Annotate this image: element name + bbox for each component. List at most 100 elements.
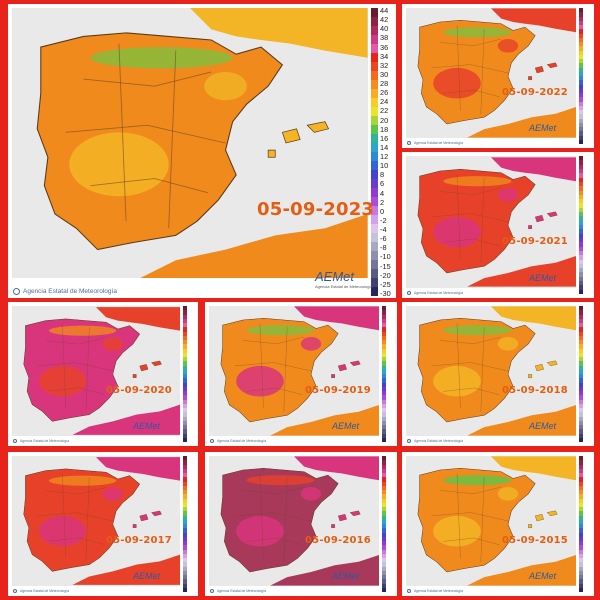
scale-swatch [579, 199, 583, 204]
scale-swatch [382, 403, 386, 408]
scale-swatch [382, 361, 386, 366]
province-border [443, 537, 500, 546]
scale-swatch [371, 53, 378, 62]
scale-swatch [579, 318, 583, 323]
temperature-map-2020 [12, 306, 180, 436]
scale-swatch [382, 485, 386, 490]
scale-swatch [382, 515, 386, 520]
scale-swatch [183, 365, 187, 370]
france-region [294, 456, 379, 481]
scale-swatch [579, 186, 583, 191]
province-border [242, 336, 305, 345]
scale-swatch [579, 242, 583, 247]
scale-swatch [579, 220, 583, 225]
scale-swatch [579, 566, 583, 571]
scale-swatch [579, 562, 583, 567]
aemet-logo-text: AEMet [332, 421, 360, 431]
scale-swatch [382, 545, 386, 550]
scale-swatch [371, 125, 378, 134]
scale-swatch [579, 139, 583, 144]
scale-swatch [579, 63, 583, 68]
scale-swatch [382, 365, 386, 370]
date-label-2018: 05-09-2018 [502, 385, 568, 396]
scale-swatch [382, 340, 386, 345]
province-border [234, 362, 312, 372]
scale-swatch [183, 357, 187, 362]
scale-swatch [579, 110, 583, 115]
province-border [439, 38, 502, 47]
scale-swatch [382, 378, 386, 383]
north-africa-region [72, 404, 180, 435]
scale-swatch [382, 464, 386, 469]
scale-swatch [579, 93, 583, 98]
scale-swatch [382, 481, 386, 486]
scale-swatch [579, 160, 583, 165]
date-label-2022: 05-09-2022 [502, 87, 568, 98]
aemet-logo-2017: AEMet [133, 571, 160, 581]
scale-swatch [371, 17, 378, 26]
scale-label: 16 [380, 133, 389, 143]
scale-swatch [371, 287, 378, 296]
aemet-logo-2020: AEMet [133, 421, 160, 431]
balearic-island [331, 374, 335, 378]
scale-swatch [579, 229, 583, 234]
province-border [456, 323, 461, 409]
hot-zone-southwest [236, 365, 284, 397]
scale-swatch [382, 433, 386, 438]
agency-footer-2015: Agencia Estatal de Meteorología [407, 589, 463, 593]
temperature-map-2018 [406, 306, 576, 436]
scale-swatch [183, 536, 187, 541]
color-scale-bar-2015 [579, 456, 583, 592]
scale-swatch [579, 20, 583, 25]
cool-zone-north [443, 325, 512, 336]
scale-label: -15 [380, 261, 391, 271]
hot-zone-southwest [433, 365, 481, 397]
color-scale-bar-2016 [382, 456, 386, 592]
scale-swatch [579, 473, 583, 478]
scale-swatch [579, 348, 583, 353]
scale-label: 34 [380, 51, 389, 61]
scale-label: 24 [380, 97, 389, 107]
scale-swatch [579, 168, 583, 174]
scale-swatch [183, 456, 187, 461]
scale-label: 6 [380, 179, 385, 189]
scale-swatch [579, 386, 583, 391]
date-label-2015: 05-09-2015 [502, 535, 568, 546]
scale-swatch [579, 181, 583, 187]
color-scale-labels: 44 42 40 38 36 34 32 30 28 26 24 22 20 18 16 14 12 10 8 6 4 2… [380, 6, 395, 297]
temperature-map-2017 [12, 456, 180, 586]
scale-swatch [183, 481, 187, 486]
scale-label: -25 [380, 279, 391, 289]
iberia-map-2016 [220, 456, 379, 586]
scale-swatch [579, 378, 583, 383]
scale-swatch [183, 378, 187, 383]
scale-swatch [371, 71, 378, 80]
scale-swatch [183, 562, 187, 567]
scale-swatch [579, 408, 583, 413]
province-border [246, 537, 303, 546]
balearic-island [528, 225, 532, 229]
scale-label: 30 [380, 69, 389, 79]
scale-swatch [579, 207, 583, 213]
agency-footer-text: Agencia Estatal de Meteorología [20, 439, 70, 443]
temperature-map-2021 [406, 156, 576, 288]
cool-zone-north [48, 475, 117, 486]
scale-swatch [183, 327, 187, 332]
iberia-map-2018 [417, 306, 576, 436]
scale-swatch [371, 89, 378, 98]
scale-swatch [382, 566, 386, 571]
agency-seal-icon [210, 439, 214, 443]
hot-zone-ebro [497, 487, 519, 501]
scale-swatch [371, 107, 378, 116]
hot-zone-southwest [38, 515, 86, 547]
scale-swatch [183, 553, 187, 558]
scale-swatch [579, 46, 583, 51]
cool-zone-north [246, 475, 315, 486]
cool-zone-north [48, 325, 117, 336]
scale-label: 8 [380, 170, 385, 180]
date-label-2021: 05-09-2021 [502, 236, 568, 247]
scale-swatch [183, 382, 187, 387]
province-border [456, 174, 461, 260]
scale-swatch [579, 281, 583, 286]
north-africa-region [467, 256, 576, 287]
